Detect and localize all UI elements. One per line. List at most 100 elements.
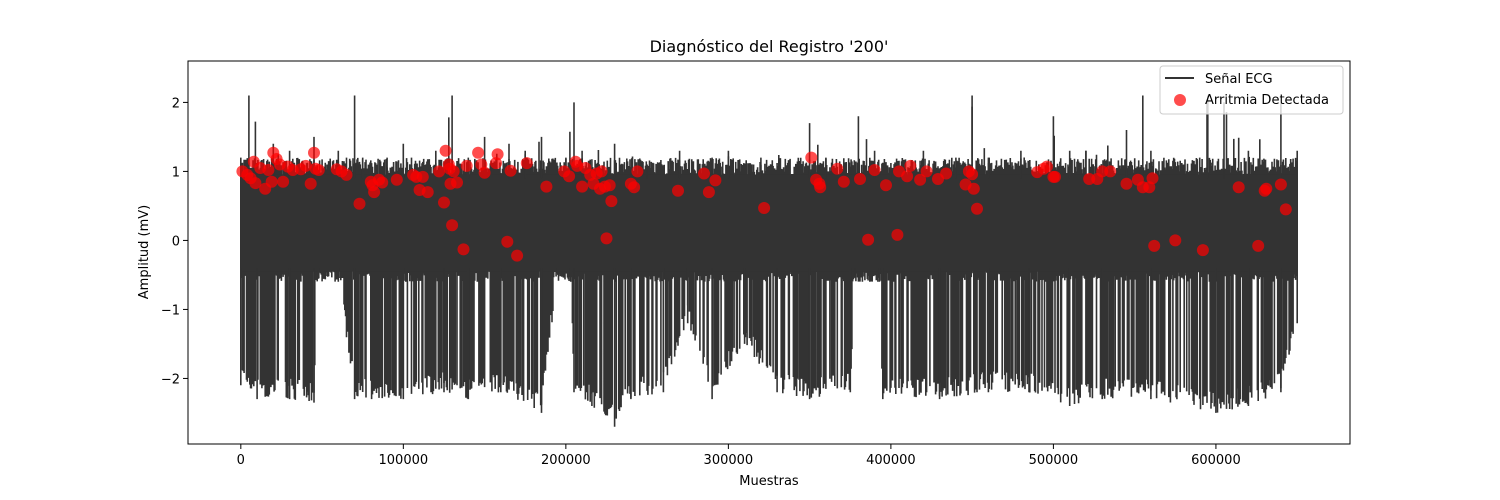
x-tick-label: 600000 xyxy=(1191,453,1241,468)
arrhythmia-point xyxy=(249,177,262,190)
arrhythmia-point xyxy=(837,175,850,188)
arrhythmia-point xyxy=(446,219,459,232)
arrhythmia-point xyxy=(304,177,317,190)
arrhythmia-point xyxy=(490,157,502,170)
legend-label-ecg: Señal ECG xyxy=(1205,72,1273,87)
arrhythmia-markers xyxy=(236,144,1292,262)
arrhythmia-point xyxy=(603,179,616,192)
y-tick-label: −1 xyxy=(161,303,180,318)
x-tick-label: 200000 xyxy=(541,453,591,468)
y-tick-label: 0 xyxy=(172,234,180,249)
arrhythmia-point xyxy=(1274,178,1287,191)
legend-label-arrhythmia: Arritmia Detectada xyxy=(1205,93,1329,108)
arrhythmia-point xyxy=(971,202,983,215)
legend: Señal ECG Arritmia Detectada xyxy=(1159,65,1344,115)
arrhythmia-point xyxy=(265,175,278,188)
arrhythmia-point xyxy=(631,165,644,178)
arrhythmia-point xyxy=(1040,160,1053,173)
legend-circle-swatch xyxy=(1174,94,1186,106)
y-tick-label: 2 xyxy=(172,96,180,111)
arrhythmia-point xyxy=(460,159,473,172)
y-axis-ticks: 2 1 0 −1 −2 xyxy=(161,96,188,387)
arrhythmia-point xyxy=(698,167,710,180)
arrhythmia-point xyxy=(277,175,290,188)
arrhythmia-point xyxy=(600,232,613,245)
arrhythmia-point xyxy=(451,176,463,189)
arrhythmia-point xyxy=(709,174,722,187)
arrhythmia-point xyxy=(880,179,892,192)
arrhythmia-point xyxy=(1104,165,1117,178)
arrhythmia-point xyxy=(1196,244,1209,257)
arrhythmia-point xyxy=(1120,177,1133,190)
axes-frame xyxy=(187,60,1351,445)
arrhythmia-point xyxy=(478,166,491,179)
arrhythmia-point xyxy=(831,162,844,175)
x-tick-label: 100000 xyxy=(379,453,429,468)
arrhythmia-point xyxy=(416,170,429,183)
arrhythmia-point xyxy=(312,164,325,176)
arrhythmia-point xyxy=(353,197,366,210)
arrhythmia-point xyxy=(1049,170,1061,183)
arrhythmia-point xyxy=(262,164,275,176)
arrhythmia-point xyxy=(758,202,771,214)
arrhythmia-point xyxy=(308,146,320,159)
arrhythmia-point xyxy=(868,164,881,176)
arrhythmia-point xyxy=(854,173,866,185)
arrhythmia-point xyxy=(491,148,504,161)
arrhythmia-point xyxy=(390,173,403,186)
arrhythmia-point xyxy=(940,167,953,180)
arrhythmia-point xyxy=(340,168,353,181)
x-tick-label: 400000 xyxy=(866,453,916,468)
arrhythmia-point xyxy=(1232,181,1245,194)
arrhythmia-point xyxy=(702,186,715,199)
y-tick-label: 1 xyxy=(172,165,180,180)
arrhythmia-point xyxy=(891,228,904,241)
arrhythmia-point xyxy=(376,176,389,189)
arrhythmia-point xyxy=(920,165,933,178)
arrhythmia-point xyxy=(368,186,381,199)
x-tick-label: 500000 xyxy=(1029,453,1079,468)
legend-box xyxy=(1159,65,1344,115)
arrhythmia-point xyxy=(1143,181,1156,194)
arrhythmia-point xyxy=(1279,203,1292,216)
arrhythmia-point xyxy=(1260,182,1273,195)
chart-title: Diagnóstico del Registro '200' xyxy=(650,37,889,56)
arrhythmia-point xyxy=(1146,172,1159,185)
arrhythmia-point xyxy=(540,180,553,193)
arrhythmia-point xyxy=(511,249,524,262)
arrhythmia-point xyxy=(439,144,452,157)
arrhythmia-point xyxy=(904,159,917,172)
arrhythmia-point xyxy=(433,165,446,178)
x-axis-label: Muestras xyxy=(739,474,799,489)
arrhythmia-point xyxy=(805,151,818,164)
x-tick-label: 0 xyxy=(237,453,245,468)
arrhythmia-point xyxy=(447,165,460,178)
arrhythmia-point xyxy=(299,159,312,172)
arrhythmia-point xyxy=(520,157,533,170)
x-tick-label: 300000 xyxy=(704,453,754,468)
arrhythmia-point xyxy=(672,184,684,197)
arrhythmia-point xyxy=(563,170,576,183)
arrhythmia-point xyxy=(472,146,485,159)
arrhythmia-point xyxy=(967,182,980,195)
arrhythmia-point xyxy=(628,181,641,194)
arrhythmia-point xyxy=(576,180,589,193)
arrhythmia-point xyxy=(914,173,927,186)
arrhythmia-point xyxy=(1169,234,1182,247)
arrhythmia-point xyxy=(501,235,514,248)
arrhythmia-point xyxy=(1148,239,1161,252)
y-axis-label: Amplitud (mV) xyxy=(137,205,152,299)
arrhythmia-point xyxy=(1252,239,1265,252)
arrhythmia-point xyxy=(901,170,914,183)
arrhythmia-point xyxy=(421,186,434,199)
plot-area xyxy=(187,60,1351,445)
x-axis-ticks: 0 100000 200000 300000 400000 500000 600000 xyxy=(237,444,1241,468)
arrhythmia-point xyxy=(862,233,875,246)
arrhythmia-point xyxy=(814,181,827,194)
arrhythmia-point xyxy=(504,164,517,177)
arrhythmia-point xyxy=(457,243,470,256)
arrhythmia-point xyxy=(595,165,608,178)
arrhythmia-point xyxy=(438,196,450,209)
arrhythmia-point xyxy=(605,195,618,208)
